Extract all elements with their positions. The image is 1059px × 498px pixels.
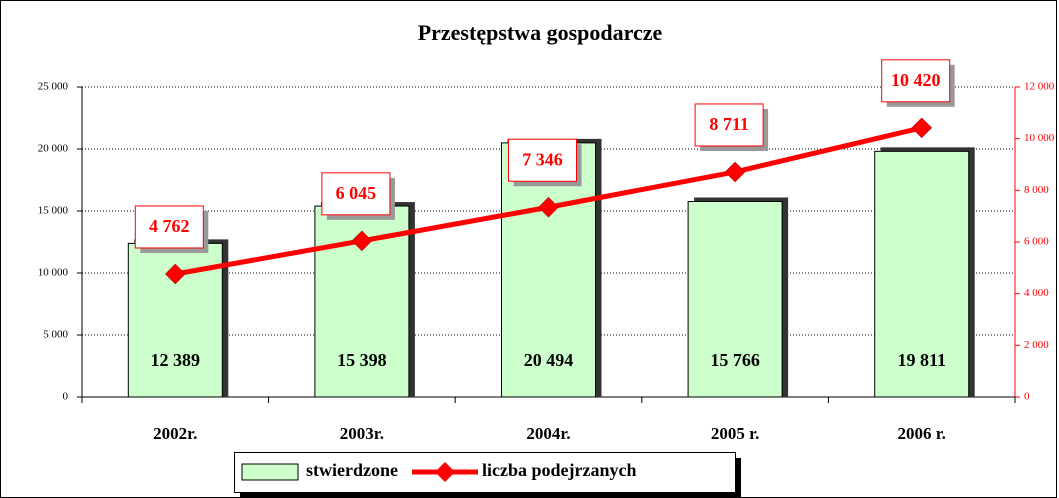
label-box: [881, 59, 951, 103]
bar-value-label: 15 766: [710, 350, 760, 370]
y-tick-label: 0: [63, 391, 69, 403]
y2-tick-label: 4 000: [1024, 287, 1049, 299]
line-marker: [724, 161, 746, 183]
y2-tick-label: 8 000: [1024, 184, 1049, 196]
x-tick-label: 2003r.: [340, 424, 384, 443]
legend-marker: [434, 462, 455, 482]
line-value-label: 4 762: [149, 216, 190, 236]
chart-title: Przestępstwa gospodarcze: [418, 20, 663, 45]
y2-tick-label: 0: [1024, 391, 1030, 403]
y2-tick-label: 6 000: [1024, 236, 1049, 248]
line-value-label: 8 711: [709, 114, 749, 134]
x-tick-label: 2005 r.: [711, 424, 760, 443]
line-marker: [351, 230, 373, 252]
legend-swatch: [241, 463, 299, 481]
label-box: [694, 103, 764, 147]
label-box: [134, 205, 204, 249]
legend-label: liczba podejrzanych: [482, 460, 637, 480]
legend: [234, 452, 736, 493]
bar: [874, 150, 970, 398]
label-box: [321, 172, 391, 216]
y2-tick-label: 12 000: [1024, 81, 1055, 93]
bar-value-label: 12 389: [151, 350, 201, 370]
y-tick-label: 15 000: [38, 205, 69, 217]
y-tick-label: 10 000: [38, 267, 69, 279]
legend-label: stwierdzone: [306, 460, 398, 480]
x-tick-label: 2004r.: [526, 424, 570, 443]
label-box: [508, 138, 577, 182]
bar-value-label: 19 811: [897, 350, 946, 370]
y-tick-label: 25 000: [38, 81, 69, 93]
bar-value-label: 20 494: [524, 350, 574, 370]
x-tick-label: 2002r.: [153, 424, 197, 443]
bar-value-label: 15 398: [337, 350, 387, 370]
line-value-label: 10 420: [891, 70, 941, 90]
y-tick-label: 20 000: [38, 143, 69, 155]
line-marker: [164, 263, 186, 285]
bar: [687, 201, 783, 398]
x-tick-label: 2006 r.: [897, 424, 946, 443]
y-tick-label: 5 000: [43, 329, 68, 341]
line-marker: [911, 117, 933, 139]
line-marker: [538, 196, 559, 218]
y2-tick-label: 10 000: [1024, 132, 1055, 144]
y2-tick-label: 2 000: [1024, 339, 1049, 351]
line-value-label: 6 045: [336, 183, 377, 203]
line-value-label: 7 346: [522, 149, 563, 169]
